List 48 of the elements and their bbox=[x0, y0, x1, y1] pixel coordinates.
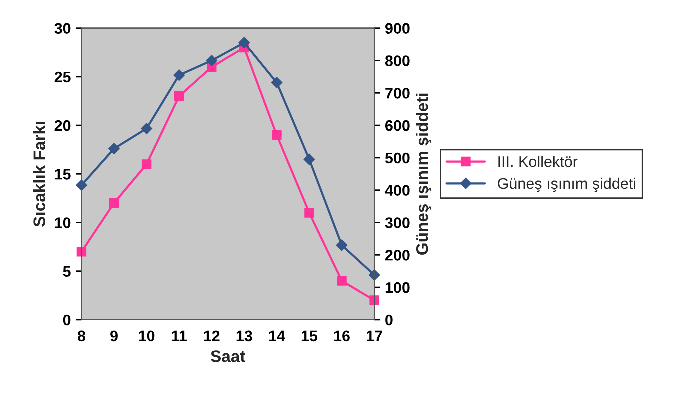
point bbox=[238, 37, 250, 49]
y2-tick-label: 0 bbox=[386, 314, 393, 326]
y2-tick-label: 600 bbox=[386, 120, 410, 132]
x-tick-label: 14 bbox=[269, 330, 286, 342]
x-tick-label: 16 bbox=[334, 330, 350, 342]
legend-label: Güneş ışınım şiddeti bbox=[498, 178, 636, 192]
y-tick-label: 15 bbox=[55, 169, 71, 180]
y-tick-label: 10 bbox=[55, 218, 71, 228]
y2-tick-label: 300 bbox=[385, 218, 410, 228]
point bbox=[206, 55, 218, 66]
point bbox=[272, 130, 282, 140]
y2-tick-label: 200 bbox=[385, 250, 410, 261]
y-axis-title: Sıcaklık Farkı bbox=[33, 122, 46, 227]
y2-tick-label: 800 bbox=[385, 56, 410, 66]
point bbox=[174, 70, 185, 81]
y-tick-label: 0 bbox=[63, 314, 71, 326]
point bbox=[337, 276, 347, 286]
y2-tick-label: 900 bbox=[385, 23, 410, 34]
point bbox=[370, 296, 380, 306]
point bbox=[142, 160, 152, 170]
y-tick-label: 20 bbox=[54, 120, 71, 132]
legend-label: III. Kollektör bbox=[498, 156, 578, 168]
x-tick-label: 10 bbox=[139, 330, 155, 342]
x-tick-label: 12 bbox=[204, 330, 220, 342]
y-tick-label: 25 bbox=[54, 72, 71, 83]
point bbox=[336, 240, 348, 252]
y2-tick-label: 400 bbox=[385, 185, 410, 196]
y2-tick-label: 700 bbox=[386, 88, 410, 99]
point bbox=[304, 154, 316, 166]
x-axis-title: Saat bbox=[211, 350, 246, 362]
x-tick-label: 17 bbox=[367, 330, 382, 342]
point bbox=[109, 198, 120, 208]
point bbox=[368, 270, 380, 281]
x-tick-label: 11 bbox=[172, 330, 187, 342]
point bbox=[271, 77, 283, 88]
point bbox=[174, 92, 184, 102]
point bbox=[304, 208, 314, 218]
y2-tick-label: 100 bbox=[386, 282, 410, 294]
x-tick-label: 9 bbox=[110, 330, 118, 342]
point bbox=[141, 123, 152, 134]
y-tick-label: 5 bbox=[63, 266, 71, 278]
x-tick-label: 8 bbox=[78, 330, 86, 342]
x-tick-label: 13 bbox=[236, 330, 252, 342]
y-tick-label: 30 bbox=[54, 23, 71, 34]
x-tick-label: 15 bbox=[302, 330, 318, 342]
y2-tick-label: 500 bbox=[385, 152, 410, 164]
point bbox=[108, 143, 120, 154]
y2-axis-title: Güneş ışınım şiddeti bbox=[416, 94, 432, 255]
